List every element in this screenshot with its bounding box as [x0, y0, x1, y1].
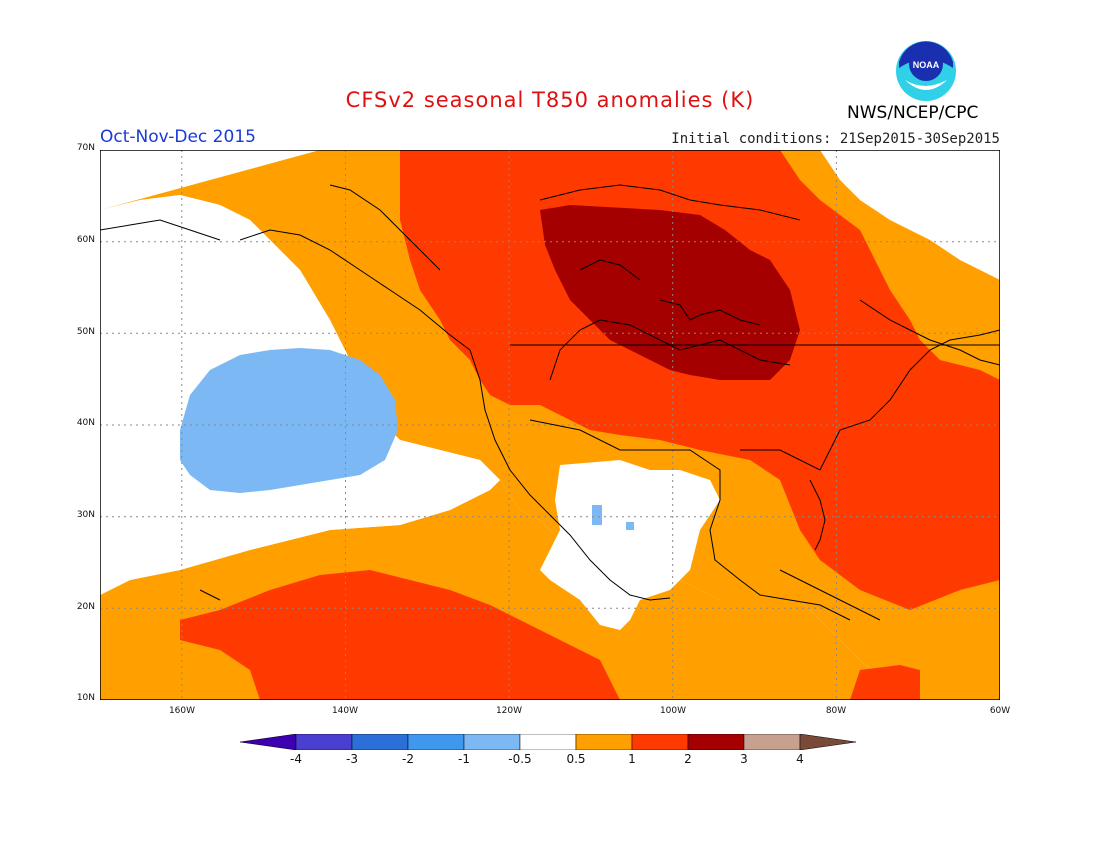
colorbar-cell: [463, 734, 521, 750]
northeast-neutral-region: [820, 150, 1000, 280]
lat-label: 70N: [76, 143, 95, 153]
colorbar-label: 1: [628, 752, 636, 766]
lon-label: 80W: [825, 706, 847, 716]
colorbar-min-arrow: [240, 734, 297, 750]
colorbar: [240, 734, 857, 750]
red-northern-region: [400, 150, 1000, 610]
noaa-logo-text: NOAA: [913, 60, 940, 70]
lat-label: 30N: [76, 510, 95, 520]
colorbar-label: -4: [290, 752, 302, 766]
lat-label: 60N: [76, 235, 95, 245]
lon-label: 120W: [495, 706, 523, 716]
colorbar-label: 2: [684, 752, 692, 766]
dark-red-max-region: [540, 205, 800, 380]
lon-label: 140W: [331, 706, 359, 716]
forecast-period: Oct-Nov-Dec 2015: [100, 127, 256, 147]
colorbar-label: -3: [346, 752, 358, 766]
noaa-logo: NOAA: [896, 41, 956, 101]
red-tropical-region: [180, 570, 620, 700]
lon-label: 160W: [168, 706, 196, 716]
lat-label: 20N: [76, 602, 95, 612]
colorbar-cell: [351, 734, 409, 750]
colorbar-label: -0.5: [508, 752, 532, 766]
cool-blue-region: [180, 348, 398, 493]
agency-label: NWS/NCEP/CPC: [847, 103, 979, 123]
lat-label: 40N: [76, 418, 95, 428]
colorbar-label: 4: [796, 752, 804, 766]
anomaly-map: [100, 150, 1000, 700]
colorbar-cell: [687, 734, 745, 750]
colorbar-label: 0.5: [566, 752, 586, 766]
mexico-neutral-region: [540, 460, 720, 630]
colorbar-cell: [519, 734, 577, 750]
colorbar-label: -2: [402, 752, 414, 766]
graticule: [100, 150, 1000, 700]
colorbar-cell: [631, 734, 689, 750]
colorbar-label: 3: [740, 752, 748, 766]
colorbar-cell: [407, 734, 465, 750]
colorbar-cell: [575, 734, 633, 750]
lon-label: 60W: [989, 706, 1011, 716]
coastlines: [100, 184, 1000, 621]
lat-label: 10N: [76, 693, 95, 703]
map-title: CFSv2 seasonal T850 anomalies (K): [345, 88, 755, 112]
blue-speck: [592, 505, 602, 525]
lat-label: 50N: [76, 327, 95, 337]
red-caribbean-patch: [850, 665, 920, 700]
colorbar-cell: [295, 734, 353, 750]
colorbar-max-arrow: [799, 734, 857, 750]
blue-speck: [626, 522, 634, 530]
colorbar-cell: [743, 734, 801, 750]
initial-conditions: Initial conditions: 21Sep2015-30Sep2015: [671, 131, 1000, 147]
lon-label: 100W: [659, 706, 687, 716]
colorbar-label: -1: [458, 752, 470, 766]
